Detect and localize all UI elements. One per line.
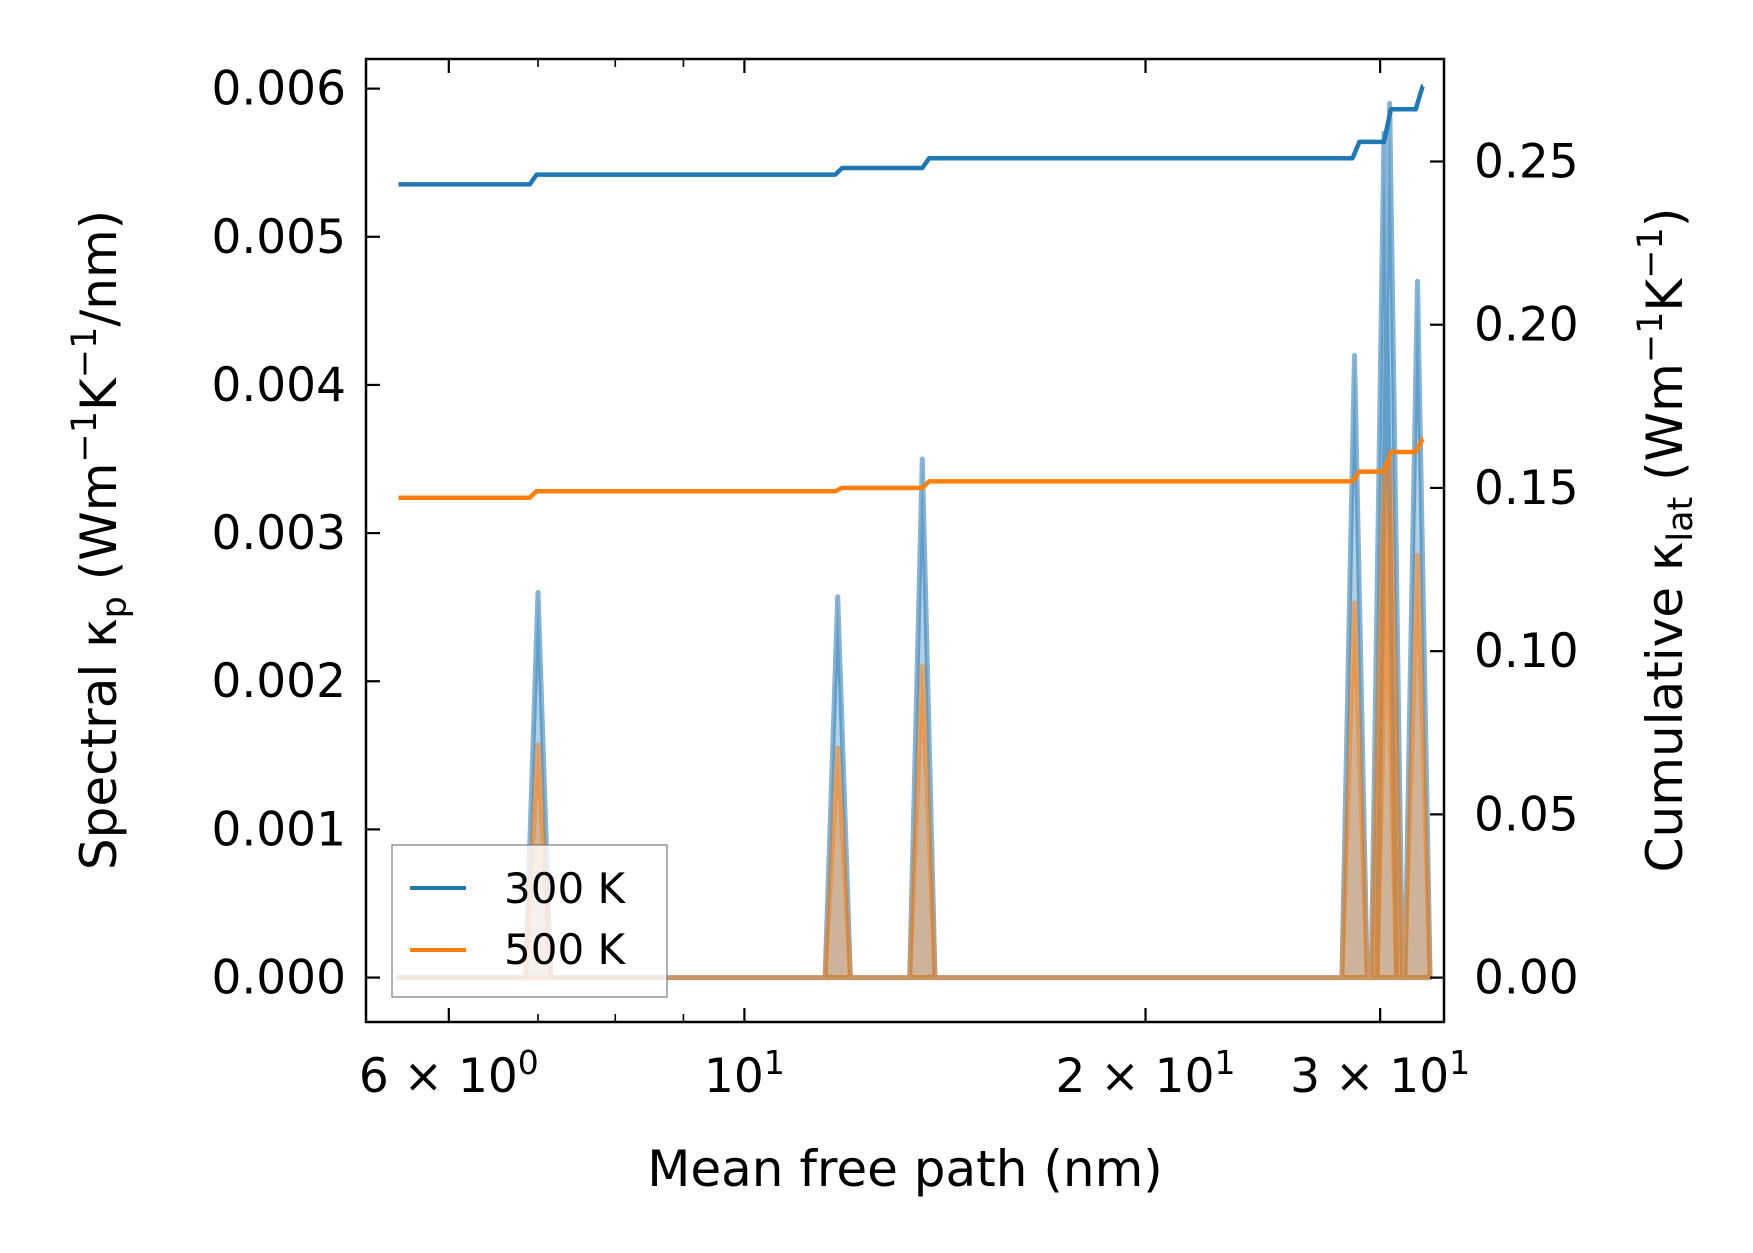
x-tick-label: 2 × 101 bbox=[1056, 1043, 1236, 1104]
y-right-tick-label: 0.25 bbox=[1474, 135, 1579, 190]
legend: 300 K 500 K bbox=[391, 844, 668, 998]
plot-area bbox=[396, 84, 1433, 981]
x-axis-label: Mean free path (nm) bbox=[647, 1140, 1163, 1198]
y-right-tick-label: 0.20 bbox=[1474, 298, 1579, 353]
y-left-tick-label: 0.003 bbox=[211, 506, 346, 561]
y-left-tick-label: 0.005 bbox=[211, 210, 346, 265]
y-right-tick-label: 0.10 bbox=[1474, 624, 1579, 679]
x-tick-label: 3 × 101 bbox=[1290, 1043, 1470, 1104]
legend-label-500k: 500 K bbox=[504, 925, 627, 974]
y-left-tick-label: 0.001 bbox=[211, 802, 346, 857]
x-tick-label: 101 bbox=[704, 1043, 785, 1104]
axes-frame bbox=[364, 57, 1446, 1024]
y-left-tick-label: 0.000 bbox=[211, 951, 346, 1006]
legend-frame bbox=[391, 844, 668, 998]
y-left-tick-label: 0.006 bbox=[211, 62, 346, 117]
y-right-tick-label: 0.05 bbox=[1474, 787, 1579, 842]
ticks bbox=[366, 59, 1444, 1022]
spectral-area-500k bbox=[396, 456, 1433, 981]
y-axis-label-right: Cumulative κlat (Wm−1K−1) bbox=[1631, 208, 1701, 873]
y-right-tick-label: 0.00 bbox=[1474, 951, 1579, 1006]
y-left-tick-label: 0.002 bbox=[211, 654, 346, 709]
legend-label-300k: 300 K bbox=[504, 864, 627, 913]
tick-labels: 0.000 0.001 0.002 0.003 0.004 0.005 0.006 0.00 0… bbox=[211, 62, 1578, 1104]
cumulative-line-300k bbox=[398, 84, 1425, 187]
y-right-tick-label: 0.15 bbox=[1474, 461, 1579, 516]
y-left-tick-label: 0.004 bbox=[211, 358, 346, 413]
y-axis-label-left: Spectral κp (Wm−1K−1/nm) bbox=[65, 210, 135, 870]
x-tick-label: 6 × 100 bbox=[359, 1043, 539, 1104]
cumulative-line-500k bbox=[398, 436, 1425, 500]
